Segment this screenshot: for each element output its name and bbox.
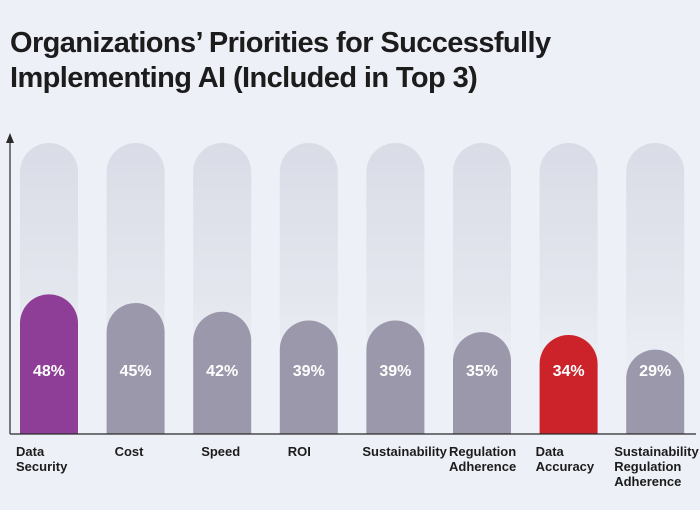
- bar-value-label: 34%: [553, 363, 585, 380]
- bar: [193, 311, 252, 434]
- chart-title: Organizations’ Priorities for Successful…: [10, 27, 551, 94]
- category-label: Data Accuracy: [536, 444, 636, 474]
- bar: [366, 320, 425, 434]
- category-label: Sustainability: [362, 444, 462, 459]
- category-label-line: Sustainability: [362, 444, 447, 459]
- category-label-line: Security: [16, 459, 68, 474]
- category-label-line: Adherence: [614, 474, 682, 489]
- category-label-line: Data: [535, 444, 564, 459]
- category-label: Data Security: [16, 444, 116, 474]
- category-label: Regulation Adherence: [449, 444, 549, 474]
- y-axis-arrow: [6, 133, 14, 143]
- category-label-line: Adherence: [449, 459, 517, 474]
- bar: [20, 294, 78, 434]
- bar: [626, 349, 685, 434]
- bar-value-label: 48%: [33, 363, 65, 380]
- category-label-line: Speed: [201, 444, 241, 459]
- bar: [539, 335, 598, 434]
- category-label-line: Cost: [114, 444, 144, 459]
- bar-value-label: 42%: [206, 363, 238, 380]
- bar-value-label: 45%: [120, 363, 152, 380]
- category-label-line: Data: [16, 444, 45, 459]
- category-label-line: ROI: [287, 444, 311, 459]
- bar: [453, 332, 511, 434]
- bar-value-label: 35%: [466, 363, 498, 380]
- category-label: Speed: [201, 444, 301, 459]
- bar: [106, 303, 165, 434]
- category-label-line: Regulation: [614, 459, 682, 474]
- category-label: Cost: [115, 444, 215, 459]
- bar-value-label: 39%: [293, 363, 325, 380]
- bar-value-label: 39%: [379, 363, 411, 380]
- category-label: ROI: [288, 444, 388, 459]
- category-label-line: Sustainability: [614, 444, 699, 459]
- category-label-line: Regulation: [449, 444, 517, 459]
- bar-value-label: 29%: [639, 363, 671, 380]
- bar: [279, 320, 338, 434]
- category-label-line: Accuracy: [535, 459, 595, 474]
- category-label: Sustainability Regulation Adherence: [614, 444, 700, 489]
